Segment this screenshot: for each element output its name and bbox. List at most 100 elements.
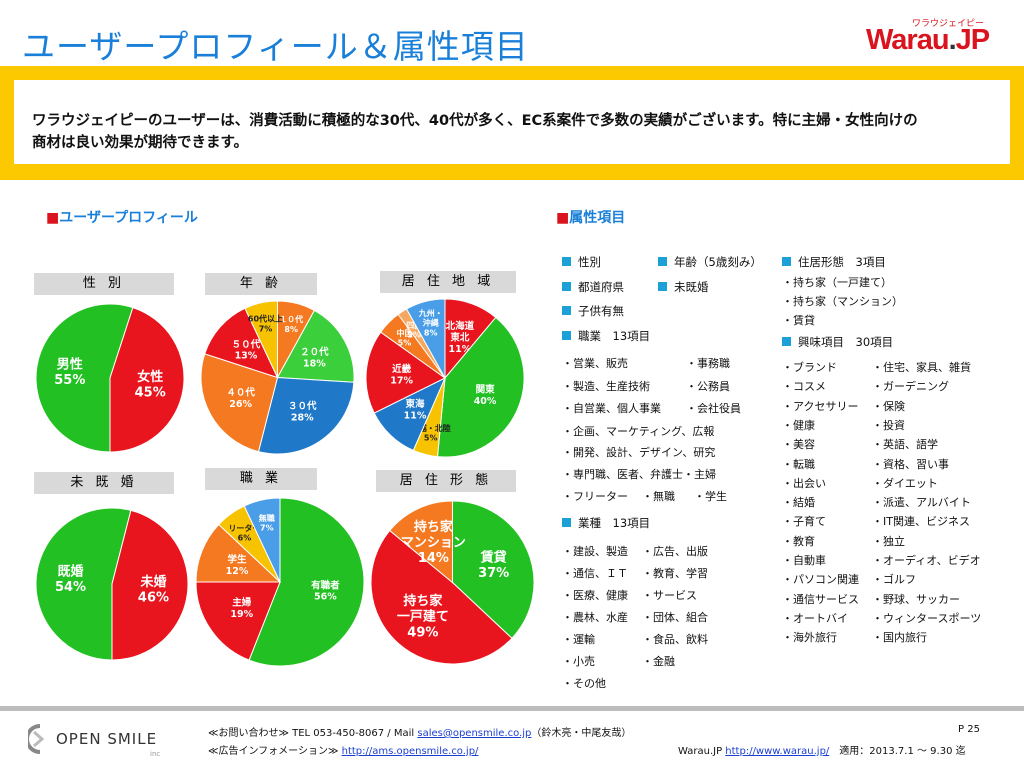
chart-title-age: 年 齢	[205, 273, 317, 295]
pie-label: 既婚 54%	[55, 564, 86, 596]
occupation-pie-chart: 有職者 56% 主婦 19% 学生 12% リーター 6%無職 7%	[195, 497, 365, 667]
occupation-item: ・会社役員	[686, 402, 741, 415]
interest-item: ・アクセサリー	[782, 399, 859, 413]
logo-subtitle: ワラウジェイピー	[911, 19, 984, 29]
interest-item: ・投資	[872, 418, 905, 432]
pie-slice	[195, 581, 281, 661]
pie-label: １０代 8%	[279, 314, 303, 334]
interest-item: ・オートバイ	[782, 611, 848, 625]
pie-label: ２０代 18%	[300, 346, 329, 369]
occupation-item: ・フリーター	[562, 490, 628, 503]
interest-item: ・パソコン関連	[782, 573, 859, 587]
interest-item: ・転職	[782, 457, 815, 471]
pie-label: 主婦 19%	[230, 597, 253, 620]
interest-item: ・住宅、家具、雑貨	[872, 361, 971, 374]
age-pie-chart: １０代 8% ２０代 18% ３０代 28% ４０代 26% ５０代 13% 60代以上 7%	[200, 300, 355, 455]
interest-item: ・野球、サッカー	[872, 592, 960, 606]
pie-label: 女性 45%	[135, 369, 166, 401]
attr-gender: 性別	[562, 254, 601, 270]
region-pie-chart: 北海道東北 11% 関東 40% 信越・北陸 5%東海 11% 近畿 17% 中国 5%四国 2%九州…	[365, 298, 525, 458]
interest-item: ・ブランド	[782, 361, 837, 374]
occupation-item: ・無職	[642, 490, 675, 503]
contact-mail-link[interactable]: sales@opensmile.co.jp	[417, 728, 532, 739]
ad-info-line: ≪広告インフォメーション≫ http://ams.opensmile.co.jp…	[208, 746, 479, 757]
attr-occupation: 職業 13項目	[562, 328, 650, 344]
attr-interest: 興味項目 30項目	[782, 334, 893, 350]
pie-slice	[35, 507, 132, 661]
attr-prefecture: 都道府県	[562, 279, 624, 295]
industry-item: ・建設、製造	[562, 545, 628, 558]
pie-slice	[200, 353, 279, 453]
pie-slice	[195, 523, 282, 583]
footer-divider	[0, 706, 1024, 711]
housing-item: ・持ち家（一戸建て）	[782, 276, 892, 289]
occupation-item: ・専門職、医者、弁護士・主婦	[562, 468, 716, 481]
interest-item: ・資格、習い事	[872, 457, 949, 471]
pie-slice	[276, 309, 355, 383]
pie-slice	[243, 497, 281, 583]
pie-label: 有職者 56%	[311, 579, 340, 602]
pie-label: 持ち家マンション 14%	[401, 519, 466, 566]
interest-item: ・自動車	[782, 554, 826, 567]
pie-slice	[111, 509, 189, 661]
pie-label: 学生 12%	[226, 554, 249, 577]
industry-item: ・小売	[562, 655, 595, 668]
pie-label: 関東 40%	[474, 383, 497, 406]
company-name: OPEN SMILE	[56, 730, 158, 748]
occupation-item: ・企画、マーケティング、広報	[562, 425, 715, 438]
chart-title-occupation: 職 業	[205, 468, 317, 490]
chart-title-gender: 性 別	[34, 273, 174, 295]
interest-item: ・ダイエット	[872, 476, 938, 490]
industry-item: ・金融	[642, 655, 675, 668]
housing-item: ・賃貸	[782, 314, 815, 327]
summary-line-2: 商材は良い効果が期待できます。	[32, 135, 249, 151]
interest-item: ・海外旅行	[782, 631, 837, 645]
industry-item: ・通信、ＩＴ	[562, 567, 628, 580]
profile-section-heading: ■ユーザープロフィール	[46, 210, 198, 226]
interest-item: ・美容	[782, 438, 815, 452]
interest-item: ・ガーデニング	[872, 380, 949, 394]
warau-logo[interactable]: ワラウジェイピー Warau.JP	[866, 16, 1006, 62]
chart-title-housing: 居 住 形 態	[376, 470, 516, 492]
interest-item: ・オーディオ、ビデオ	[872, 554, 981, 567]
housing-pie-chart: 賃貸 37% 持ち家一戸建て 49% 持ち家マンション 14%	[370, 500, 535, 665]
interest-item: ・通信サービス	[782, 592, 859, 606]
industry-item: ・教育、学習	[642, 567, 708, 580]
ad-info-link[interactable]: http://ams.opensmile.co.jp/	[341, 746, 479, 757]
interest-item: ・出会い	[782, 476, 826, 490]
chart-title-marital: 未 既 婚	[34, 472, 174, 494]
pie-label: 近畿 17%	[390, 363, 413, 386]
occupation-item: ・公務員	[686, 380, 730, 393]
summary-box: ワラウジェイピーのユーザーは、消費活動に積極的な30代、40代が多く、EC系案件…	[14, 80, 1010, 164]
pie-label: 東海 11%	[404, 398, 427, 421]
pie-label: 60代以上 7%	[248, 314, 283, 334]
interest-item: ・英語、語学	[872, 438, 938, 452]
industry-item: ・サービス	[642, 589, 697, 602]
logo-wordmark: Warau.JP	[866, 24, 990, 56]
pie-label: 賃貸 37%	[478, 549, 509, 581]
attr-age: 年齢（5歳刻み）	[658, 254, 762, 270]
interest-item: ・教育	[782, 534, 815, 548]
industry-item: ・農林、水産	[562, 611, 628, 624]
pie-slice	[109, 306, 185, 453]
pie-label: 九州・沖縄 8%	[418, 308, 443, 337]
pie-slice	[405, 298, 446, 380]
interest-item: ・ゴルフ	[872, 573, 916, 587]
interest-item: ・結婚	[782, 496, 815, 510]
industry-item: ・医療、健康	[562, 589, 628, 602]
pie-slice	[388, 500, 453, 584]
attributes-section-heading: ■属性項目	[556, 210, 626, 226]
site-link[interactable]: http://www.warau.jp/	[725, 746, 830, 757]
industry-item: ・団体、組合	[642, 611, 708, 624]
interest-item: ・派遣、アルバイト	[872, 496, 971, 510]
attr-industry: 業種 13項目	[562, 515, 650, 531]
pie-slice	[204, 307, 279, 379]
pie-label: 未婚 46%	[138, 574, 169, 606]
pie-label: 男性 55%	[54, 356, 85, 388]
pie-label: 中国 5%	[396, 328, 412, 348]
pie-label: ３０代 28%	[288, 400, 317, 423]
attr-marital: 未既婚	[658, 279, 709, 295]
summary-line-1: ワラウジェイピーのユーザーは、消費活動に積極的な30代、40代が多く、EC系案件…	[32, 113, 918, 129]
chart-title-region: 居 住 地 域	[380, 271, 516, 293]
interest-item: ・独立	[872, 534, 905, 548]
